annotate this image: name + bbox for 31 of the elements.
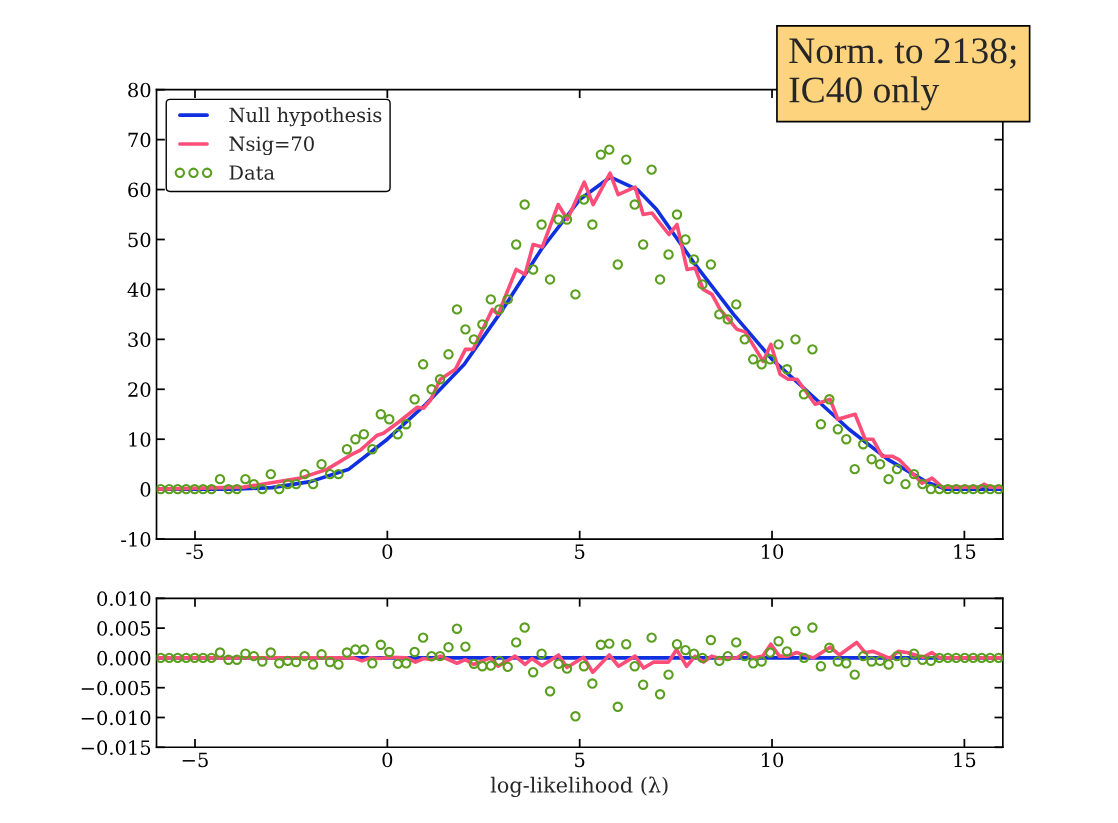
y-tick-label: 40 [127,282,151,298]
y-tick-label: 10 [129,432,151,447]
y-tick-label: 0.000 [97,650,151,666]
y-tick-label: 0.010 [97,591,151,606]
legend-label: Null hypothesis [229,107,382,127]
x-tick-label: 10 [762,752,784,768]
y-tick-label: −0.015 [81,740,151,755]
y-tick-label: -10 [121,532,151,547]
x-tick-label: 15 [954,544,976,559]
legend-label: Nsig=70 [229,136,314,156]
annotation: Norm. to 2138; IC40 only [789,38,1016,111]
y-tick-label: 60 [128,182,151,198]
x-axis-title: log-likelihood (λ) [490,776,668,798]
x-tick-label: 5 [575,544,585,559]
x-tick-label: 10 [762,544,784,559]
y-tick-label: 20 [128,382,151,397]
x-tick-label: 0 [382,752,393,768]
x-tick-label: 0 [382,544,393,559]
y-tick-label: −0.005 [81,680,151,696]
y-tick-label: 70 [128,132,151,148]
x-tick-label: 5 [575,752,585,768]
y-tick-label: 30 [128,332,151,348]
legend-label: Data [229,165,275,180]
y-tick-label: 50 [128,232,151,248]
y-tick-label: 0 [140,482,151,497]
x-tick-label: −5 [182,752,208,768]
y-tick-label: 0.005 [97,621,151,636]
x-tick-label: 15 [954,752,976,768]
y-tick-label: −0.010 [81,710,151,726]
x-tick-label: -5 [186,544,203,559]
y-tick-label: 80 [128,82,151,98]
